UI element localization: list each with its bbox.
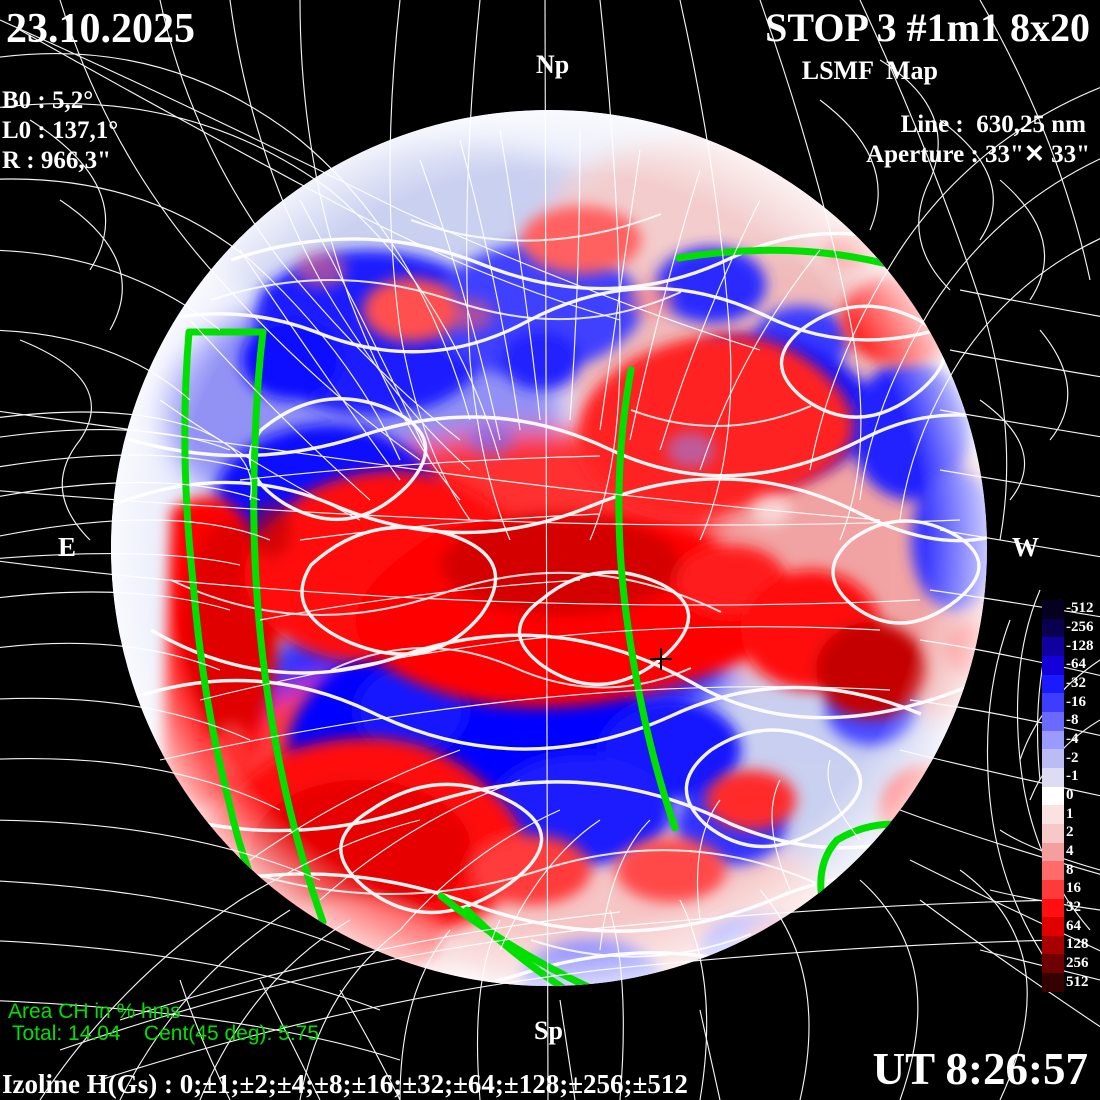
map-type-label: LSMF Map	[801, 56, 938, 85]
colorbar-swatch	[1042, 693, 1064, 712]
colorbar-swatch	[1042, 637, 1064, 656]
coronal-hole-area-header: Area CH in % hms	[8, 1000, 181, 1023]
coronal-hole-area-values: Total: 14.04 Cent(45 deg): 5.75	[12, 1022, 320, 1045]
colorbar-tick-label: -128	[1066, 637, 1094, 654]
colorbar-swatch	[1042, 730, 1064, 750]
colorbar	[1042, 600, 1064, 992]
l0-value: L0 : 137,1°	[2, 117, 119, 144]
magnetogram-field	[111, 110, 987, 986]
colorbar-swatch	[1042, 600, 1064, 619]
colorbar-swatch	[1042, 767, 1064, 787]
colorbar-tick-label: -4	[1066, 731, 1079, 747]
colorbar-swatch	[1042, 935, 1064, 955]
colorbar-swatch	[1042, 786, 1064, 806]
north-pole-label: Np	[536, 50, 570, 79]
observation-date: 23.10.2025	[6, 6, 195, 52]
colorbar-tick-label: -1	[1066, 768, 1079, 785]
colorbar-tick-label: 1	[1066, 805, 1074, 822]
colorbar-swatch	[1042, 973, 1064, 992]
instrument-title: STOP 3 #1m1 8x20	[765, 5, 1090, 50]
south-pole-label: Sp	[534, 1016, 563, 1045]
colorbar-swatch	[1042, 674, 1064, 694]
colorbar-swatch	[1042, 879, 1064, 899]
west-label: W	[1012, 532, 1039, 562]
colorbar-swatch	[1042, 805, 1064, 824]
colorbar-tick-label: -2	[1066, 749, 1079, 766]
colorbar-tick-label: -64	[1066, 656, 1086, 673]
colorbar-swatch	[1042, 861, 1064, 880]
ut-time: UT 8:26:57	[872, 1044, 1088, 1094]
colorbar-tick-label: -8	[1066, 712, 1079, 729]
colorbar-tick-label: 16	[1066, 880, 1081, 897]
colorbar-tick-label: -16	[1066, 693, 1086, 710]
colorbar-swatch	[1042, 954, 1064, 974]
isoline-legend: Izoline H(Gs) : 0;±1;±2;±4;±8;±16;±32;±6…	[2, 1069, 688, 1099]
colorbar-tick-label: 64	[1066, 917, 1081, 934]
colorbar-swatch	[1042, 842, 1064, 862]
disk-center-marker	[650, 648, 672, 670]
east-label: E	[58, 532, 77, 562]
colorbar-swatch	[1042, 655, 1064, 675]
colorbar-tick-label: 8	[1066, 861, 1074, 878]
colorbar-tick-label: 32	[1066, 899, 1081, 915]
solar-disk	[111, 110, 987, 986]
colorbar-tick-label: 128	[1066, 936, 1089, 953]
colorbar-tick-label: 0	[1066, 787, 1074, 803]
colorbar-tick-label: 256	[1066, 955, 1089, 971]
colorbar-tick-label: -512	[1066, 600, 1094, 617]
colorbar-swatch	[1042, 749, 1064, 768]
colorbar-swatch	[1042, 711, 1064, 731]
solar-radius-value: R : 966,3"	[2, 147, 112, 174]
colorbar-tick-label: 512	[1066, 973, 1089, 990]
colorbar-tick-label: 4	[1066, 843, 1074, 859]
colorbar-tick-label: -256	[1066, 619, 1094, 635]
spectral-line-value: Line : 630,25 nm	[900, 111, 1086, 138]
colorbar-swatch	[1042, 898, 1064, 918]
colorbar-swatch	[1042, 917, 1064, 936]
colorbar-tick-label: 2	[1066, 824, 1074, 841]
colorbar-swatch	[1042, 618, 1064, 638]
b0-value: B0 : 5,2°	[2, 87, 94, 114]
aperture-value: Aperture : 33"✕ 33"	[866, 141, 1090, 168]
colorbar-swatch	[1042, 823, 1064, 843]
colorbar-tick-label: -32	[1066, 675, 1086, 691]
